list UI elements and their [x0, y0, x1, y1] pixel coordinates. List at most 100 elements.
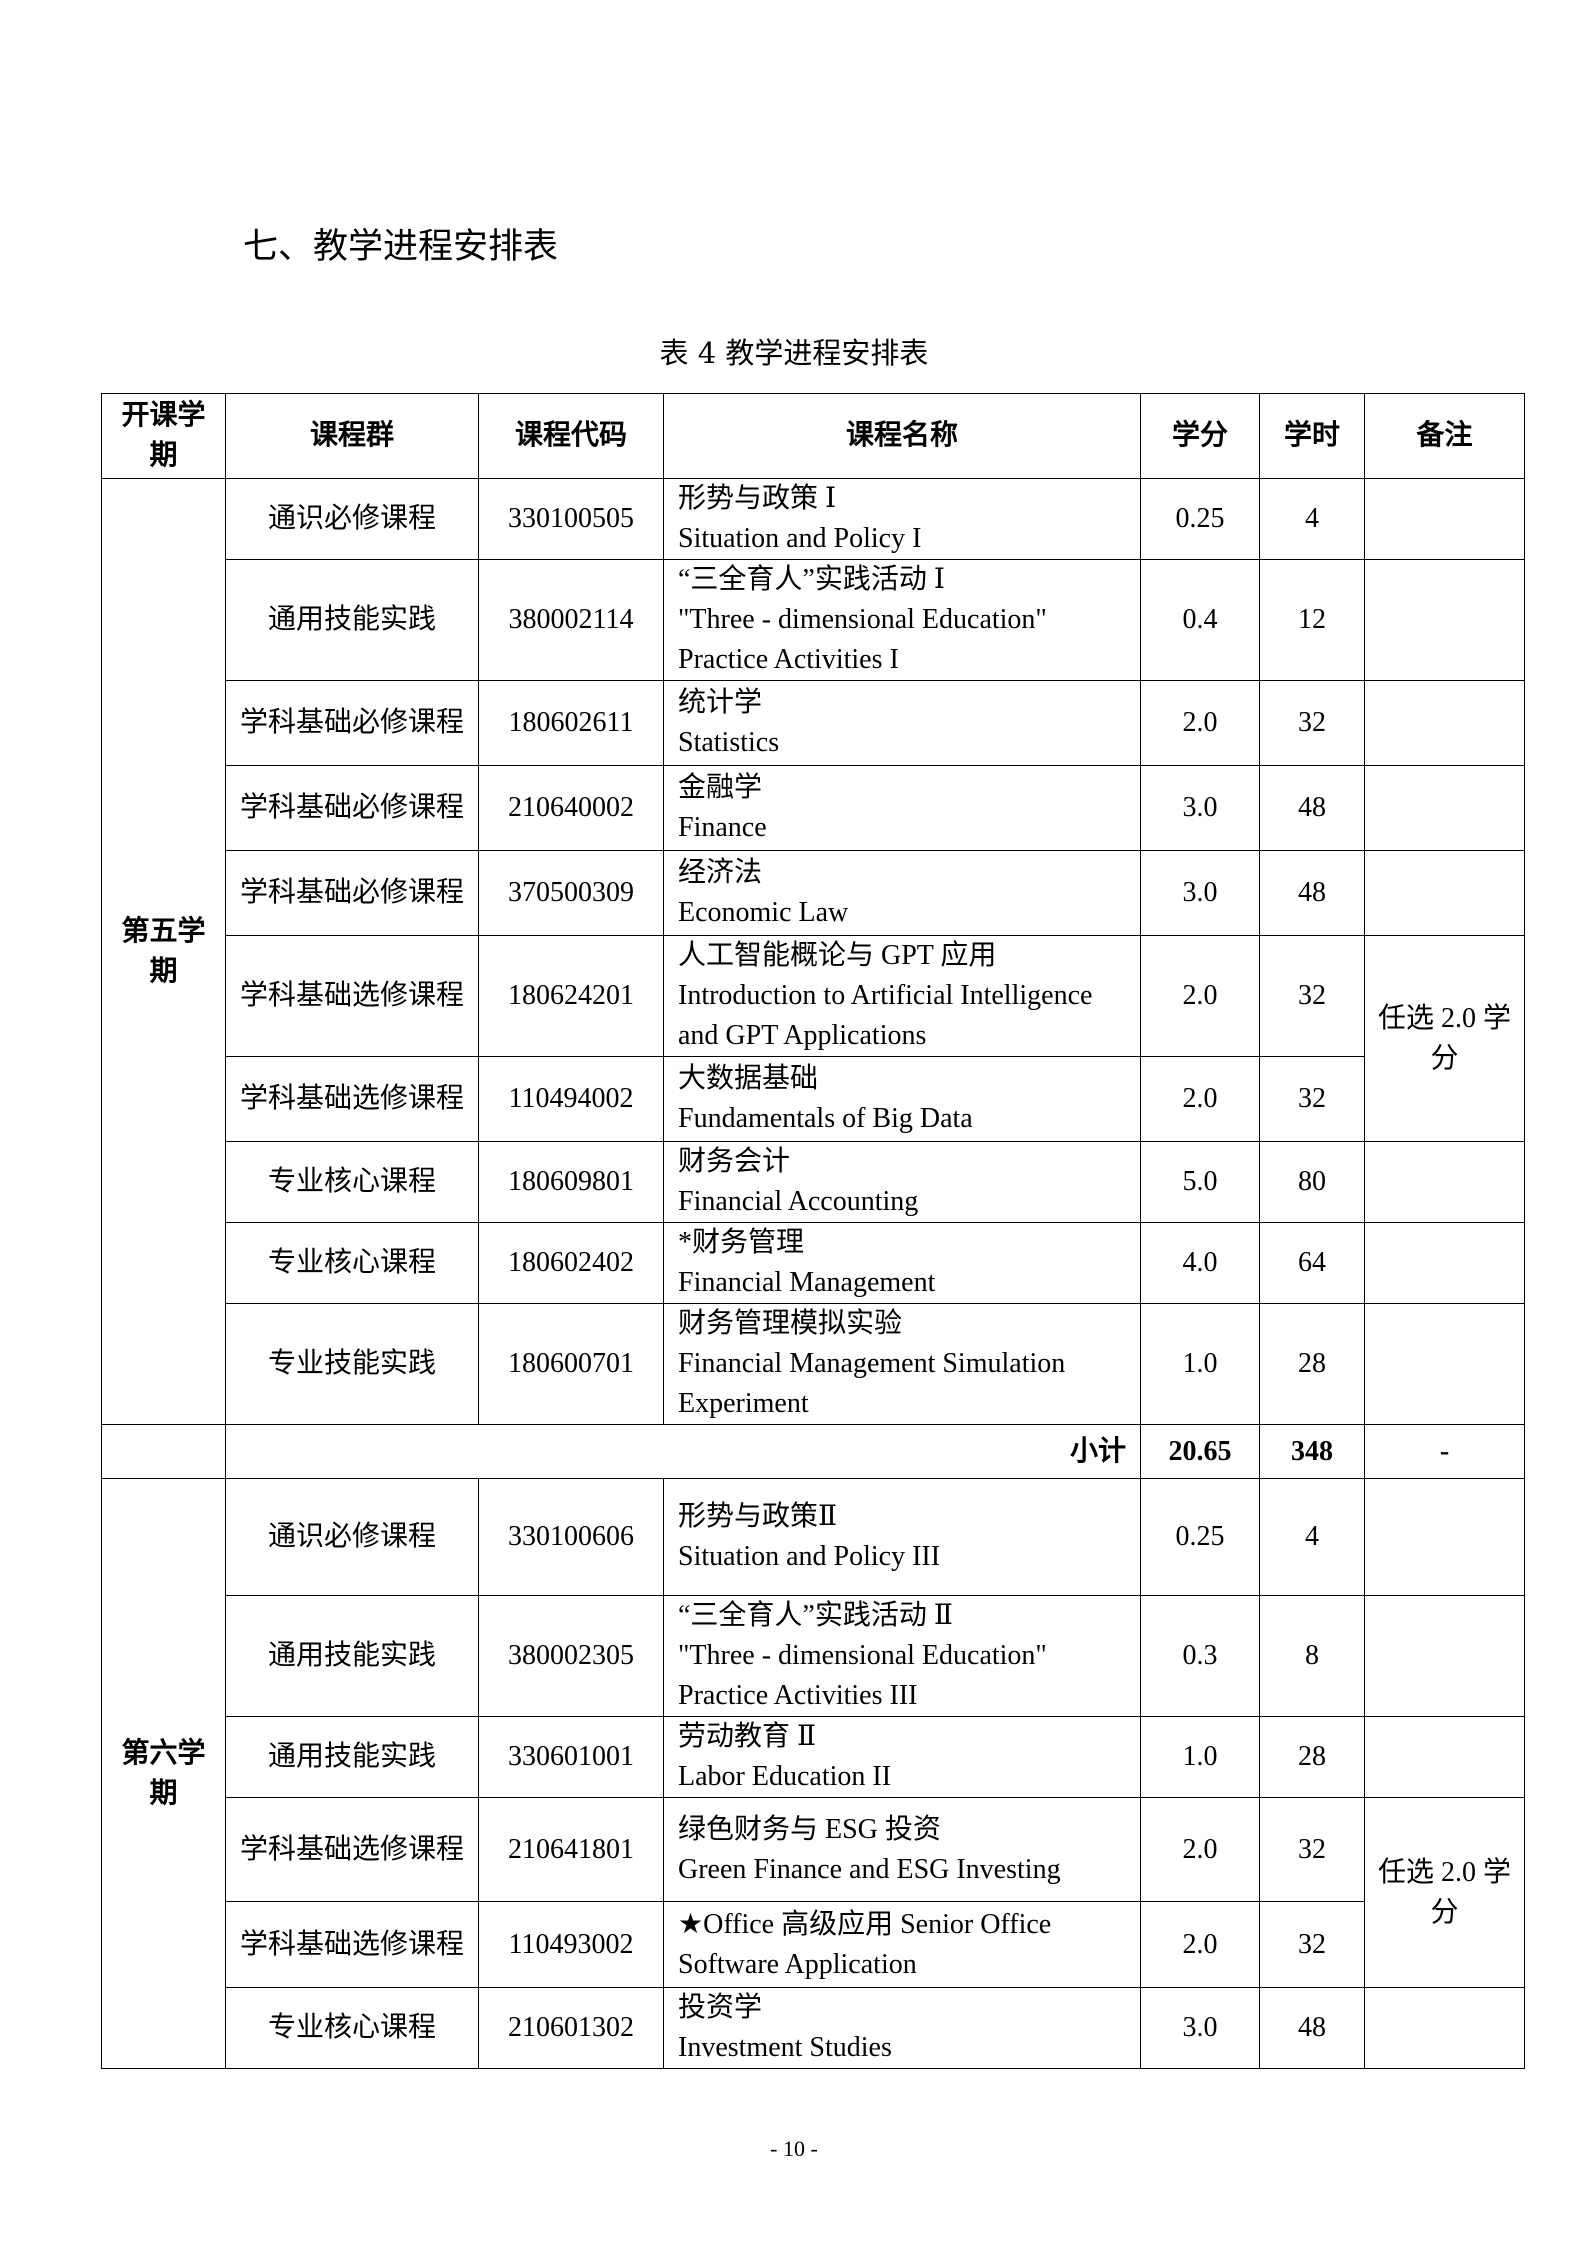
credits: 3.0 [1140, 765, 1260, 851]
header-code: 课程代码 [478, 393, 664, 479]
course-name-zh: 统计学 [678, 687, 763, 718]
course-code: 370500309 [478, 850, 664, 936]
remark-elective: 任选 2.0 学分 [1364, 935, 1525, 1142]
course-name-en: Situation and Policy III [678, 1541, 941, 1572]
course-group: 通用技能实践 [225, 559, 479, 681]
course-name-en: Financial Accounting [678, 1186, 919, 1217]
course-code: 110494002 [478, 1056, 664, 1142]
teaching-schedule-table: 开课学期 课程群 课程代码 课程名称 学分 学时 备注 第五学期 通识必修课程 33… [101, 393, 1525, 2069]
course-name-en: Financial Management Simulation Experime… [678, 1348, 1066, 1419]
header-credits: 学分 [1140, 393, 1260, 479]
course-name: 金融学 Finance [663, 765, 1141, 851]
credits: 2.0 [1140, 1797, 1260, 1902]
hours: 32 [1259, 935, 1365, 1057]
course-name: “三全育人”实践活动 Ⅱ "Three - dimensional Educati… [663, 1595, 1141, 1717]
course-code: 380002114 [478, 559, 664, 681]
hours: 28 [1259, 1716, 1365, 1798]
semester-blank [101, 1424, 226, 1479]
table-row: 通用技能实践 380002114 “三全育人”实践活动 Ⅰ "Three - dime… [102, 559, 1525, 681]
table-row: 专业核心课程 180602402 *财务管理 Financial Management… [102, 1222, 1525, 1304]
course-name-en: Situation and Policy I [678, 523, 922, 554]
table-row: 学科基础必修课程 370500309 经济法 Economic Law 3.0 48 [102, 850, 1525, 936]
course-name: 形势与政策Ⅱ Situation and Policy III [663, 1478, 1141, 1596]
hours: 48 [1259, 850, 1365, 936]
header-semester: 开课学期 [101, 393, 226, 479]
course-name-en: Investment Studies [678, 2032, 892, 2063]
table-row: 专业核心课程 210601302 投资学 Investment Studies 3.0 4… [102, 1987, 1525, 2069]
remark [1364, 1987, 1525, 2069]
course-code: 180602611 [478, 680, 664, 766]
course-group: 学科基础必修课程 [225, 850, 479, 936]
course-group: 通用技能实践 [225, 1716, 479, 1798]
course-name-en: Financial Management [678, 1267, 936, 1298]
course-group: 学科基础必修课程 [225, 680, 479, 766]
course-name: 形势与政策 Ⅰ Situation and Policy I [663, 478, 1141, 560]
table-row: 学科基础必修课程 180602611 统计学 Statistics 2.0 32 [102, 680, 1525, 766]
course-code: 180624201 [478, 935, 664, 1057]
remark [1364, 1478, 1525, 1596]
credits: 2.0 [1140, 1901, 1260, 1988]
course-name: *财务管理 Financial Management [663, 1222, 1141, 1304]
course-name-en: Introduction to Artificial Intelligence … [678, 980, 1093, 1051]
credits: 0.4 [1140, 559, 1260, 681]
credits: 5.0 [1140, 1141, 1260, 1223]
hours: 48 [1259, 1987, 1365, 2069]
course-group: 学科基础选修课程 [225, 1901, 479, 1988]
credits: 2.0 [1140, 680, 1260, 766]
course-name-zh: “三全育人”实践活动 Ⅱ [678, 1600, 953, 1631]
course-name-zh: 大数据基础 [678, 1063, 819, 1094]
course-name-zh: “三全育人”实践活动 Ⅰ [678, 564, 945, 595]
hours: 28 [1259, 1303, 1365, 1425]
hours: 8 [1259, 1595, 1365, 1717]
course-name-en: Labor Education II [678, 1761, 892, 1792]
table-row: 学科基础选修课程 210641801 绿色财务与 ESG 投资 Green Finan… [102, 1797, 1525, 1988]
course-code: 380002305 [478, 1595, 664, 1717]
course-name-zh: 财务管理模拟实验 [678, 1308, 903, 1339]
remark [1364, 850, 1525, 936]
course-name-zh: 投资学 [678, 1992, 763, 2023]
course-name-zh: 绿色财务与 ESG 投资 [678, 1813, 941, 1845]
course-name-en: Finance [678, 812, 767, 843]
course-name-zh: *财务管理 [678, 1227, 805, 1258]
table-caption: 表 4 教学进程安排表 [659, 336, 929, 370]
credits: 2.0 [1140, 935, 1260, 1057]
course-name: 财务管理模拟实验 Financial Management Simulation … [663, 1303, 1141, 1425]
header-group: 课程群 [225, 393, 479, 479]
remark [1364, 478, 1525, 560]
course-group: 专业技能实践 [225, 1303, 479, 1425]
credits: 3.0 [1140, 850, 1260, 936]
course-code: 180609801 [478, 1141, 664, 1223]
course-name: 投资学 Investment Studies [663, 1987, 1141, 2069]
credits: 0.25 [1140, 1478, 1260, 1596]
hours: 48 [1259, 765, 1365, 851]
header-hours: 学时 [1259, 393, 1365, 479]
course-group: 通识必修课程 [225, 1478, 479, 1596]
course-group: 学科基础选修课程 [225, 1797, 479, 1902]
course-group: 通用技能实践 [225, 1595, 479, 1717]
course-name: 经济法 Economic Law [663, 850, 1141, 936]
remark [1364, 1222, 1525, 1304]
course-group: 学科基础选修课程 [225, 1056, 479, 1142]
course-name-zh: 形势与政策Ⅱ [678, 1501, 838, 1532]
remark [1364, 1141, 1525, 1223]
subtotal-hours: 348 [1259, 1424, 1365, 1479]
course-code: 210641801 [478, 1797, 664, 1902]
hours: 80 [1259, 1141, 1365, 1223]
course-name-zh: 财务会计 [678, 1146, 791, 1177]
remark-elective: 任选 2.0 学分 [1364, 1797, 1525, 1988]
course-name-zh: 金融学 [678, 772, 763, 803]
hours: 4 [1259, 1478, 1365, 1596]
remark [1364, 559, 1525, 681]
course-name: 大数据基础 Fundamentals of Big Data [663, 1056, 1141, 1142]
course-code: 210601302 [478, 1987, 664, 2069]
course-name-en: Statistics [678, 727, 780, 758]
hours: 4 [1259, 478, 1365, 560]
remark [1364, 765, 1525, 851]
hours: 12 [1259, 559, 1365, 681]
course-group: 专业核心课程 [225, 1222, 479, 1304]
credits: 1.0 [1140, 1716, 1260, 1798]
course-code: 330601001 [478, 1716, 664, 1798]
course-code: 110493002 [478, 1901, 664, 1988]
table-row: 第五学期 通识必修课程 330100505 形势与政策 Ⅰ Situation and … [101, 478, 1525, 1425]
hours: 32 [1259, 680, 1365, 766]
